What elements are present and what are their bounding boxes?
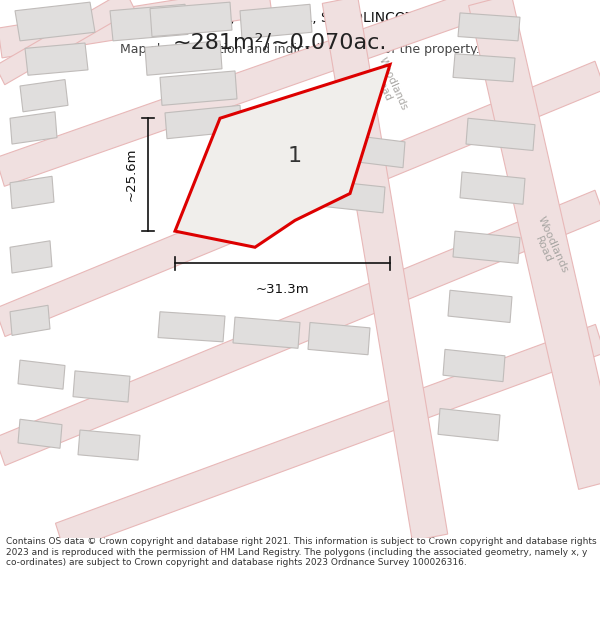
Polygon shape xyxy=(460,172,525,204)
Polygon shape xyxy=(0,0,135,85)
Polygon shape xyxy=(55,324,600,552)
Polygon shape xyxy=(443,349,505,382)
Polygon shape xyxy=(438,409,500,441)
Polygon shape xyxy=(0,61,600,336)
Polygon shape xyxy=(150,2,232,36)
Polygon shape xyxy=(233,317,300,348)
Polygon shape xyxy=(0,0,494,186)
Polygon shape xyxy=(448,290,512,322)
Polygon shape xyxy=(253,172,318,204)
Polygon shape xyxy=(255,116,332,149)
Polygon shape xyxy=(73,371,130,402)
Text: Woodlands
Road: Woodlands Road xyxy=(367,56,409,116)
Text: ~31.3m: ~31.3m xyxy=(256,282,310,296)
Polygon shape xyxy=(453,54,515,82)
Text: ~281m²/~0.070ac.: ~281m²/~0.070ac. xyxy=(173,33,387,53)
Polygon shape xyxy=(18,360,65,389)
Polygon shape xyxy=(469,0,600,489)
Text: Contains OS data © Crown copyright and database right 2021. This information is : Contains OS data © Crown copyright and d… xyxy=(6,538,596,568)
Polygon shape xyxy=(165,106,242,139)
Polygon shape xyxy=(10,305,50,336)
Polygon shape xyxy=(343,134,405,168)
Text: 1: 1 xyxy=(288,146,302,166)
Polygon shape xyxy=(10,112,57,144)
Polygon shape xyxy=(110,4,188,41)
Polygon shape xyxy=(145,41,222,75)
Polygon shape xyxy=(0,190,600,466)
Text: ~25.6m: ~25.6m xyxy=(125,148,138,201)
Polygon shape xyxy=(15,2,95,41)
Polygon shape xyxy=(78,430,140,460)
Polygon shape xyxy=(458,13,520,41)
Text: 1, ALICE GARDENS, OVERSEAL, SWADLINCOTE, DE12 6LB: 1, ALICE GARDENS, OVERSEAL, SWADLINCOTE,… xyxy=(100,11,500,26)
Polygon shape xyxy=(0,0,272,58)
Polygon shape xyxy=(25,43,88,75)
Polygon shape xyxy=(240,4,312,39)
Polygon shape xyxy=(466,118,535,151)
Text: Woodlands
Road: Woodlands Road xyxy=(526,215,570,279)
Polygon shape xyxy=(453,231,520,263)
Polygon shape xyxy=(18,419,62,448)
Polygon shape xyxy=(20,79,68,112)
Polygon shape xyxy=(175,64,390,248)
Polygon shape xyxy=(10,241,52,273)
Polygon shape xyxy=(160,71,237,106)
Polygon shape xyxy=(308,322,370,355)
Polygon shape xyxy=(10,176,54,209)
Polygon shape xyxy=(323,181,385,213)
Polygon shape xyxy=(322,0,448,541)
Text: Map shows position and indicative extent of the property.: Map shows position and indicative extent… xyxy=(120,42,480,56)
Polygon shape xyxy=(158,312,225,342)
